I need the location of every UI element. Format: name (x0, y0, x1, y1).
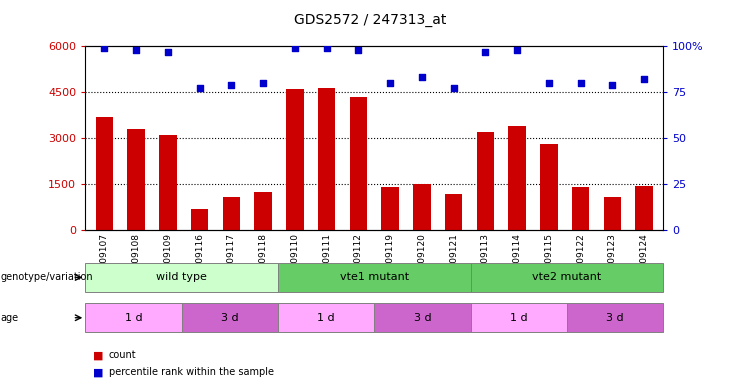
Text: ■: ■ (93, 350, 103, 360)
Text: 3 d: 3 d (413, 313, 431, 323)
Point (638, 76, 650, 82)
Point (257, 80, 269, 86)
Bar (191, 209, 208, 230)
Text: count: count (109, 350, 136, 360)
Point (321, 45, 333, 51)
Text: GDS2572 / 247313_at: GDS2572 / 247313_at (294, 13, 447, 27)
Point (353, 47, 365, 53)
Text: 1 d: 1 d (510, 313, 528, 323)
Text: vte2 mutant: vte2 mutant (532, 272, 602, 283)
Bar (159, 135, 176, 230)
Point (479, 48, 491, 55)
Point (416, 74, 428, 81)
Point (448, 85, 459, 91)
Bar (96, 117, 113, 230)
Bar (636, 186, 653, 230)
Bar (508, 126, 526, 230)
Point (193, 85, 205, 91)
Point (99, 45, 110, 51)
Bar (127, 129, 144, 230)
Bar (445, 194, 462, 230)
Text: 1 d: 1 d (124, 313, 142, 323)
Text: 3 d: 3 d (221, 313, 239, 323)
Bar (413, 184, 431, 230)
Point (543, 80, 555, 86)
Text: age: age (1, 313, 19, 323)
Point (225, 82, 237, 88)
Bar (540, 144, 557, 230)
Point (289, 45, 301, 51)
Point (130, 47, 142, 53)
Text: genotype/variation: genotype/variation (1, 272, 93, 283)
Bar (382, 187, 399, 230)
Point (606, 82, 618, 88)
Point (384, 80, 396, 86)
Text: 3 d: 3 d (606, 313, 624, 323)
Bar (476, 132, 494, 230)
Bar (350, 97, 367, 230)
Bar (318, 88, 335, 230)
Bar (604, 197, 621, 230)
Point (575, 80, 587, 86)
Bar (254, 192, 272, 230)
Text: ■: ■ (93, 367, 103, 377)
Bar (286, 89, 304, 230)
Text: wild type: wild type (156, 272, 207, 283)
Text: 1 d: 1 d (317, 313, 335, 323)
Point (511, 47, 523, 53)
Bar (572, 187, 589, 230)
Text: percentile rank within the sample: percentile rank within the sample (109, 367, 274, 377)
Text: vte1 mutant: vte1 mutant (339, 272, 409, 283)
Point (162, 48, 173, 55)
Bar (222, 197, 240, 230)
